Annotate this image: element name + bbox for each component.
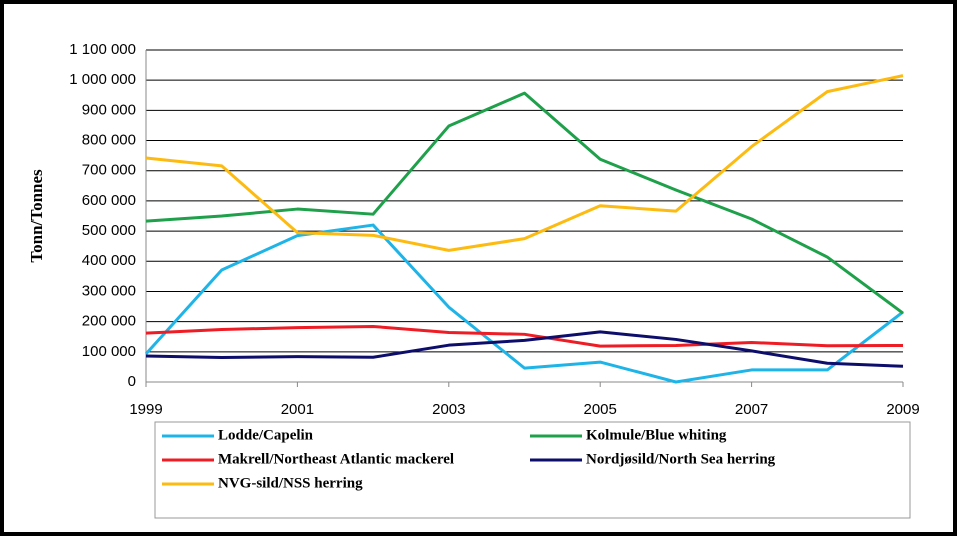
series-line — [145, 74, 904, 252]
legend-label: Kolmule/Blue whiting — [586, 427, 727, 443]
x-tick-label: 1999 — [129, 401, 162, 418]
y-tick-label: 100 000 — [82, 343, 136, 360]
y-tick-label: 0 — [128, 373, 136, 390]
y-tick-label: 700 000 — [82, 162, 136, 179]
y-axis-label: Tonn/Tonnes — [27, 169, 46, 263]
y-tick-label: 500 000 — [82, 222, 136, 239]
x-tick-label: 2007 — [735, 401, 768, 418]
series-line — [145, 330, 904, 368]
y-tick-label: 400 000 — [82, 252, 136, 269]
x-tick-label: 2009 — [886, 401, 919, 418]
y-tick-label: 200 000 — [82, 313, 136, 330]
legend-label: Nordjøsild/North Sea herring — [586, 451, 776, 467]
x-tick-label: 2005 — [584, 401, 617, 418]
y-tick-label: 800 000 — [82, 132, 136, 149]
y-tick-label: 600 000 — [82, 192, 136, 209]
series-line — [144, 223, 904, 384]
legend — [154, 421, 911, 519]
legend-label: Makrell/Northeast Atlantic mackerel — [218, 451, 454, 467]
y-tick-label: 900 000 — [82, 101, 136, 118]
legend-label: NVG-sild/NSS herring — [218, 475, 363, 491]
series-line — [145, 324, 904, 348]
legend-label: Lodde/Capelin — [218, 427, 314, 443]
y-tick-label: 1 100 000 — [69, 41, 136, 58]
y-tick-label: 300 000 — [82, 282, 136, 299]
y-tick-label: 1 000 000 — [69, 71, 136, 88]
x-tick-label: 2001 — [281, 401, 314, 418]
x-tick-label: 2003 — [432, 401, 465, 418]
